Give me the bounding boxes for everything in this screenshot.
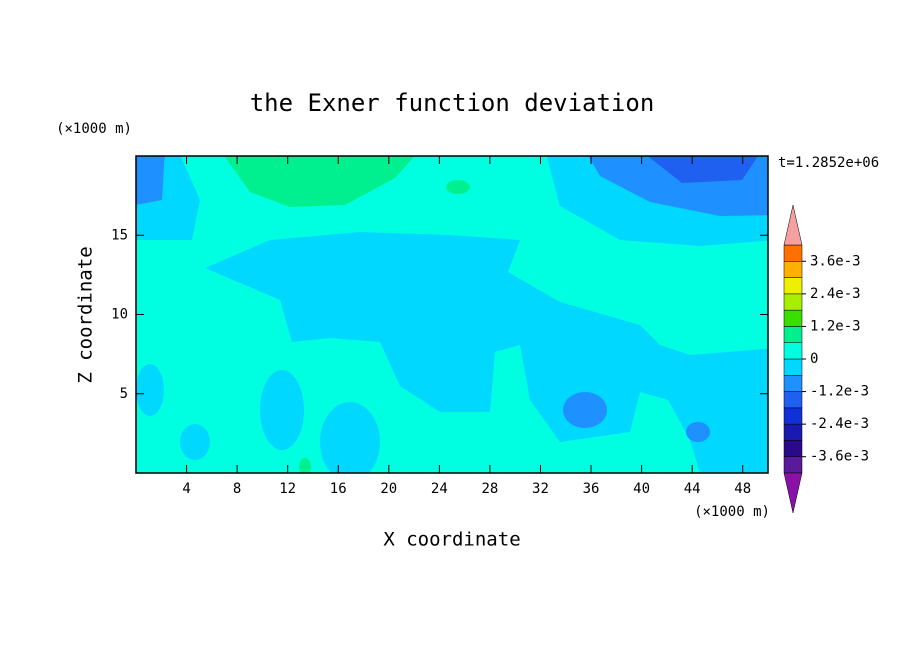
colorbar-box xyxy=(783,456,803,474)
contour-region xyxy=(299,458,311,473)
colorbar-tick-label: -3.6e-3 xyxy=(810,449,869,465)
colorbar-box xyxy=(783,244,803,262)
contour-region xyxy=(205,232,768,473)
colorbar-extend-low xyxy=(783,472,803,514)
contour-region xyxy=(224,156,415,207)
colorbar-box xyxy=(783,261,803,278)
contour-region xyxy=(180,424,210,460)
contour-field xyxy=(136,156,768,473)
colorbar-tick-label: -1.2e-3 xyxy=(810,384,869,400)
x-tick-label: 40 xyxy=(633,481,650,497)
colorbar-tick-label: -2.4e-3 xyxy=(810,416,869,432)
x-tick-label: 24 xyxy=(431,481,448,497)
contour-region xyxy=(136,364,164,416)
colorbar-extend-high xyxy=(783,204,803,246)
contour-region xyxy=(563,392,607,428)
colorbar-box xyxy=(783,309,803,327)
y-tick-label: 15 xyxy=(111,227,128,243)
colorbar-box xyxy=(783,358,803,376)
colorbar-box xyxy=(783,391,803,409)
x-tick-label: 16 xyxy=(330,481,347,497)
contour-region xyxy=(136,156,165,205)
x-unit: (×1000 m) xyxy=(694,504,770,520)
colorbar-box xyxy=(783,440,803,457)
x-tick-label: 12 xyxy=(279,481,296,497)
colorbar-box xyxy=(783,293,803,311)
colorbar-box xyxy=(783,277,803,295)
x-tick-label: 8 xyxy=(233,481,241,497)
colorbar-tick-label: 2.4e-3 xyxy=(810,286,861,302)
x-tick-label: 32 xyxy=(532,481,549,497)
x-tick-label: 4 xyxy=(182,481,190,497)
colorbar-box xyxy=(783,326,803,343)
y-tick-label: 10 xyxy=(111,307,128,323)
time-annotation: t=1.2852e+06 xyxy=(778,155,879,171)
x-tick-label: 44 xyxy=(684,481,701,497)
colorbar-box xyxy=(783,407,803,425)
x-tick-label: 48 xyxy=(734,481,751,497)
contour-region xyxy=(446,180,470,194)
x-tick-label: 36 xyxy=(583,481,600,497)
colorbar-box xyxy=(783,342,803,360)
chart-title: the Exner function deviation xyxy=(250,89,655,117)
x-axis-label: X coordinate xyxy=(383,529,520,551)
colorbar-tick-label: 3.6e-3 xyxy=(810,253,861,269)
contour-region xyxy=(320,402,380,473)
contour-region xyxy=(686,422,710,442)
y-unit: (×1000 m) xyxy=(56,121,132,137)
colorbar-box xyxy=(783,375,803,392)
colorbar-box xyxy=(783,423,803,441)
y-axis-label: Z coordinate xyxy=(75,246,97,383)
contour-region xyxy=(260,370,304,450)
contour-region xyxy=(647,156,758,183)
x-tick-label: 28 xyxy=(481,481,498,497)
x-tick-label: 20 xyxy=(380,481,397,497)
y-tick-label: 5 xyxy=(120,386,128,402)
colorbar-tick-label: 0 xyxy=(810,351,818,367)
colorbar-tick-label: 1.2e-3 xyxy=(810,318,861,334)
